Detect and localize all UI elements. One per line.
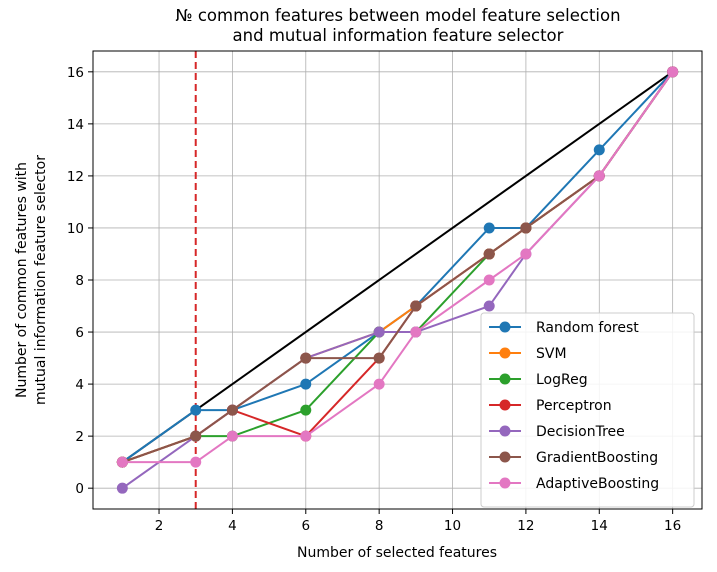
series-adaptiveboosting <box>116 66 679 468</box>
y-axis-ticks: 0 2 4 6 8 10 12 14 16 <box>67 65 93 497</box>
legend-marker <box>499 347 511 359</box>
legend-item: Perceptron <box>489 398 612 414</box>
legend-item: LogReg <box>489 372 588 388</box>
legend-label: Perceptron <box>536 398 612 414</box>
y-tick-label: 14 <box>67 117 84 133</box>
series-group <box>116 66 679 494</box>
y-tick-label: 8 <box>75 273 84 289</box>
data-point <box>116 456 128 468</box>
y-tick-label: 2 <box>75 429 84 445</box>
y-tick-label: 16 <box>67 65 84 81</box>
data-point <box>483 248 495 260</box>
plot-frame <box>92 50 703 510</box>
legend-label: GradientBoosting <box>536 450 658 466</box>
series-line <box>122 71 674 464</box>
x-tick-label: 14 <box>591 518 608 534</box>
data-point <box>483 222 495 234</box>
x-tick-label: 6 <box>301 518 310 534</box>
data-point <box>226 430 238 442</box>
y-tick-label: 4 <box>75 377 84 393</box>
legend-marker <box>499 477 511 489</box>
legend-label: Random forest <box>536 320 639 336</box>
legend-item: AdaptiveBoosting <box>489 476 659 492</box>
data-point <box>483 274 495 286</box>
x-tick-label: 12 <box>517 518 534 534</box>
data-point <box>300 378 312 390</box>
y-tick-label: 6 <box>75 325 84 341</box>
legend-marker <box>499 321 511 333</box>
series-line <box>122 71 674 464</box>
y-axis-label-line2: mutual information feature selector <box>33 155 49 405</box>
data-point <box>593 144 605 156</box>
data-point <box>116 482 128 494</box>
legend-item: GradientBoosting <box>489 450 658 466</box>
data-point <box>410 326 422 338</box>
chart-title-line1: № common features between model feature … <box>175 6 620 25</box>
data-point <box>373 326 385 338</box>
data-point <box>520 222 532 234</box>
legend-marker <box>499 451 511 463</box>
legend-marker <box>499 425 511 437</box>
x-axis-label: Number of selected features <box>297 545 497 561</box>
data-point <box>593 170 605 182</box>
x-tick-label: 16 <box>664 518 681 534</box>
legend-label: AdaptiveBoosting <box>536 476 659 492</box>
data-point <box>190 456 202 468</box>
legend-marker <box>499 373 511 385</box>
data-point <box>300 404 312 416</box>
data-point <box>410 300 422 312</box>
x-tick-label: 8 <box>375 518 384 534</box>
legend-marker <box>499 399 511 411</box>
data-point <box>226 404 238 416</box>
y-tick-label: 0 <box>75 481 84 497</box>
data-point <box>190 404 202 416</box>
y-tick-label: 12 <box>67 169 84 185</box>
y-tick-label: 10 <box>67 221 84 237</box>
x-axis-ticks: 2 4 6 8 10 12 14 16 <box>155 509 681 534</box>
data-point <box>190 430 202 442</box>
data-point <box>520 248 532 260</box>
legend: Random forest SVM LogReg Perceptron Decision… <box>480 312 695 508</box>
y-axis-label-line1: Number of common features with <box>14 162 30 398</box>
legend-label: LogReg <box>536 372 588 388</box>
data-point <box>300 352 312 364</box>
data-point <box>300 430 312 442</box>
legend-item: SVM <box>489 346 567 362</box>
legend-item: DecisionTree <box>489 424 625 440</box>
x-tick-label: 10 <box>444 518 461 534</box>
reference-line <box>121 71 674 463</box>
legend-item: Random forest <box>489 320 639 336</box>
legend-label: SVM <box>536 346 567 362</box>
data-point <box>373 352 385 364</box>
x-tick-label: 4 <box>228 518 237 534</box>
data-point <box>483 300 495 312</box>
legend-box <box>480 312 695 508</box>
data-point <box>667 66 679 78</box>
x-tick-label: 2 <box>155 518 164 534</box>
legend-label: DecisionTree <box>536 424 625 440</box>
data-point <box>373 378 385 390</box>
reference-diagonal <box>121 71 674 463</box>
chart-title-line2: and mutual information feature selector <box>233 26 564 45</box>
